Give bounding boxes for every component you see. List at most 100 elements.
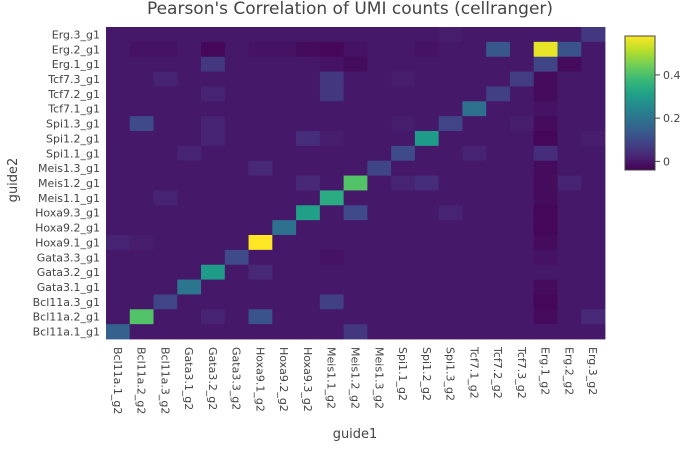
heatmap-cell — [153, 101, 178, 117]
heatmap-cell — [319, 27, 345, 43]
heatmap-cell — [557, 160, 582, 176]
colorbar-tick-label: 0.4 — [663, 69, 681, 82]
heatmap-cell — [343, 235, 368, 251]
heatmap-cell — [153, 71, 178, 87]
heatmap-cell — [248, 27, 273, 43]
heatmap-cell — [367, 190, 392, 206]
heatmap-cell — [106, 294, 131, 310]
heatmap-cell — [367, 264, 392, 280]
x-tick-label: Gata3.2_g2 — [206, 347, 219, 410]
heatmap-cell — [201, 145, 226, 162]
y-tick-label: Tcf7.3_g1 — [47, 73, 100, 86]
heatmap-cell — [177, 190, 202, 206]
heatmap-cell — [129, 294, 154, 310]
heatmap-cell — [438, 71, 463, 87]
heatmap-cell — [486, 160, 511, 176]
heatmap-cell — [106, 249, 131, 266]
heatmap-cell — [177, 309, 202, 325]
heatmap-cell — [533, 324, 558, 340]
heatmap-cell — [177, 116, 202, 132]
heatmap-cell — [438, 116, 463, 132]
heatmap-cell — [581, 86, 606, 102]
y-tick-label: Bcl11a.1_g1 — [33, 326, 100, 339]
heatmap-cell — [414, 309, 440, 325]
heatmap-cell — [367, 86, 392, 102]
y-tick-label: Spi1.1_g1 — [46, 147, 100, 160]
heatmap-cell — [367, 71, 392, 87]
heatmap-cell — [533, 56, 558, 72]
heatmap-cell — [557, 56, 582, 72]
heatmap-cell — [462, 86, 487, 102]
x-tick-label: Hoxa9.2_g2 — [277, 347, 290, 412]
heatmap-cell — [129, 235, 154, 251]
colorbar — [624, 35, 656, 171]
heatmap-cell — [224, 56, 249, 72]
heatmap-cell — [462, 264, 487, 280]
heatmap-cell — [248, 249, 273, 266]
heatmap-cell — [248, 324, 273, 340]
x-tick-label: Spi1.1_g2 — [396, 347, 409, 401]
heatmap-cell — [201, 190, 226, 206]
heatmap-cell — [557, 86, 582, 102]
heatmap-cell — [581, 264, 606, 280]
heatmap-cell — [201, 175, 226, 191]
heatmap-cell — [462, 71, 487, 87]
y-tick-label: Hoxa9.3_g1 — [35, 207, 100, 220]
heatmap-cell — [129, 220, 154, 236]
heatmap-cell — [486, 249, 511, 266]
heatmap-cell — [129, 131, 154, 147]
heatmap-cell — [153, 220, 178, 236]
heatmap-cell — [581, 71, 606, 87]
heatmap-cell — [391, 116, 416, 132]
heatmap-cell — [153, 190, 178, 206]
heatmap-cell — [224, 309, 249, 325]
heatmap-cell — [224, 324, 249, 340]
heatmap-cell — [533, 41, 558, 58]
heatmap-cell — [296, 190, 321, 206]
heatmap-cell — [367, 41, 392, 58]
heatmap-cell — [581, 27, 606, 43]
heatmap-cell — [581, 160, 606, 176]
heatmap-cell — [557, 220, 582, 236]
heatmap-cell — [367, 235, 392, 251]
heatmap-cell — [296, 101, 321, 117]
heatmap-cell — [486, 190, 511, 206]
heatmap-cell — [367, 205, 392, 221]
heatmap-cell — [129, 56, 154, 72]
heatmap-cell — [319, 131, 345, 147]
heatmap-cell — [391, 264, 416, 280]
y-tick-label: Tcf7.2_g1 — [47, 88, 100, 101]
heatmap-cell — [509, 56, 535, 72]
heatmap-cell — [414, 190, 440, 206]
heatmap-cell — [367, 249, 392, 266]
heatmap-cell — [319, 249, 345, 266]
heatmap-cell — [438, 220, 463, 236]
heatmap-cell — [106, 145, 131, 162]
heatmap-cell — [106, 160, 131, 176]
heatmap-cell — [319, 264, 345, 280]
heatmap-cell — [438, 249, 463, 266]
colorbar-tick-label: 0.2 — [663, 112, 681, 125]
heatmap-cell — [486, 235, 511, 251]
heatmap-cell — [462, 220, 487, 236]
heatmap-cell — [462, 249, 487, 266]
heatmap-cell — [224, 116, 249, 132]
heatmap-cell — [391, 160, 416, 176]
heatmap-cell — [462, 131, 487, 147]
heatmap-cell — [509, 86, 535, 102]
heatmap-cell — [129, 309, 154, 325]
heatmap-cell — [414, 279, 440, 295]
x-tick-label: Tcf7.2_g2 — [491, 346, 504, 399]
heatmap-cell — [319, 324, 345, 340]
heatmap-cell — [106, 175, 131, 191]
heatmap-cell — [367, 56, 392, 72]
heatmap-cell — [177, 71, 202, 87]
x-tick-label: Gata3.3_g2 — [230, 347, 243, 410]
heatmap-cell — [533, 116, 558, 132]
heatmap-cell — [129, 175, 154, 191]
heatmap-cell — [201, 56, 226, 72]
heatmap-cell — [367, 116, 392, 132]
heatmap-cell — [557, 41, 582, 58]
heatmap-cell — [486, 41, 511, 58]
